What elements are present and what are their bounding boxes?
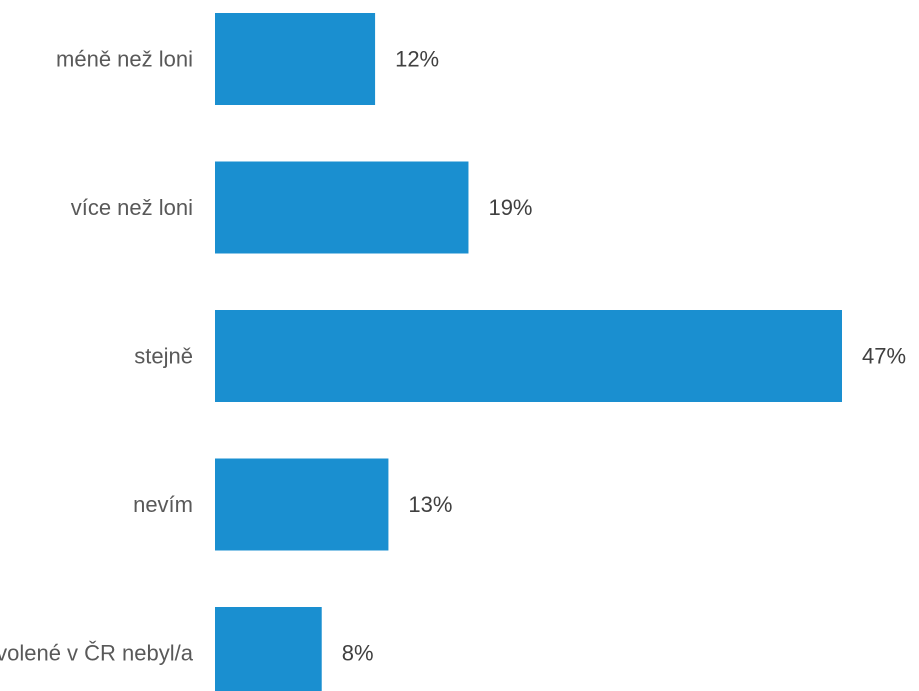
bar-4	[215, 458, 389, 551]
labels-layer: méně než loni 12% více než loni 19% stejně 47…	[0, 47, 906, 666]
category-label-2: více než loni	[71, 195, 193, 220]
category-label-5: letos jsem na dovolené v ČR nebyl/a	[0, 641, 194, 666]
bar-3	[215, 310, 842, 402]
data-label-2: 19%	[488, 195, 532, 220]
data-label-4: 13%	[408, 492, 452, 517]
bar-1	[215, 13, 376, 105]
bars-layer	[215, 13, 842, 691]
bar-2	[215, 161, 469, 254]
bar-5	[215, 607, 322, 691]
data-label-3: 47%	[862, 344, 906, 369]
data-label-5: 8%	[342, 641, 374, 666]
data-label-1: 12%	[395, 47, 439, 72]
category-label-4: nevím	[133, 492, 193, 517]
category-label-3: stejně	[134, 344, 193, 369]
category-label-1: méně než loni	[56, 47, 193, 72]
